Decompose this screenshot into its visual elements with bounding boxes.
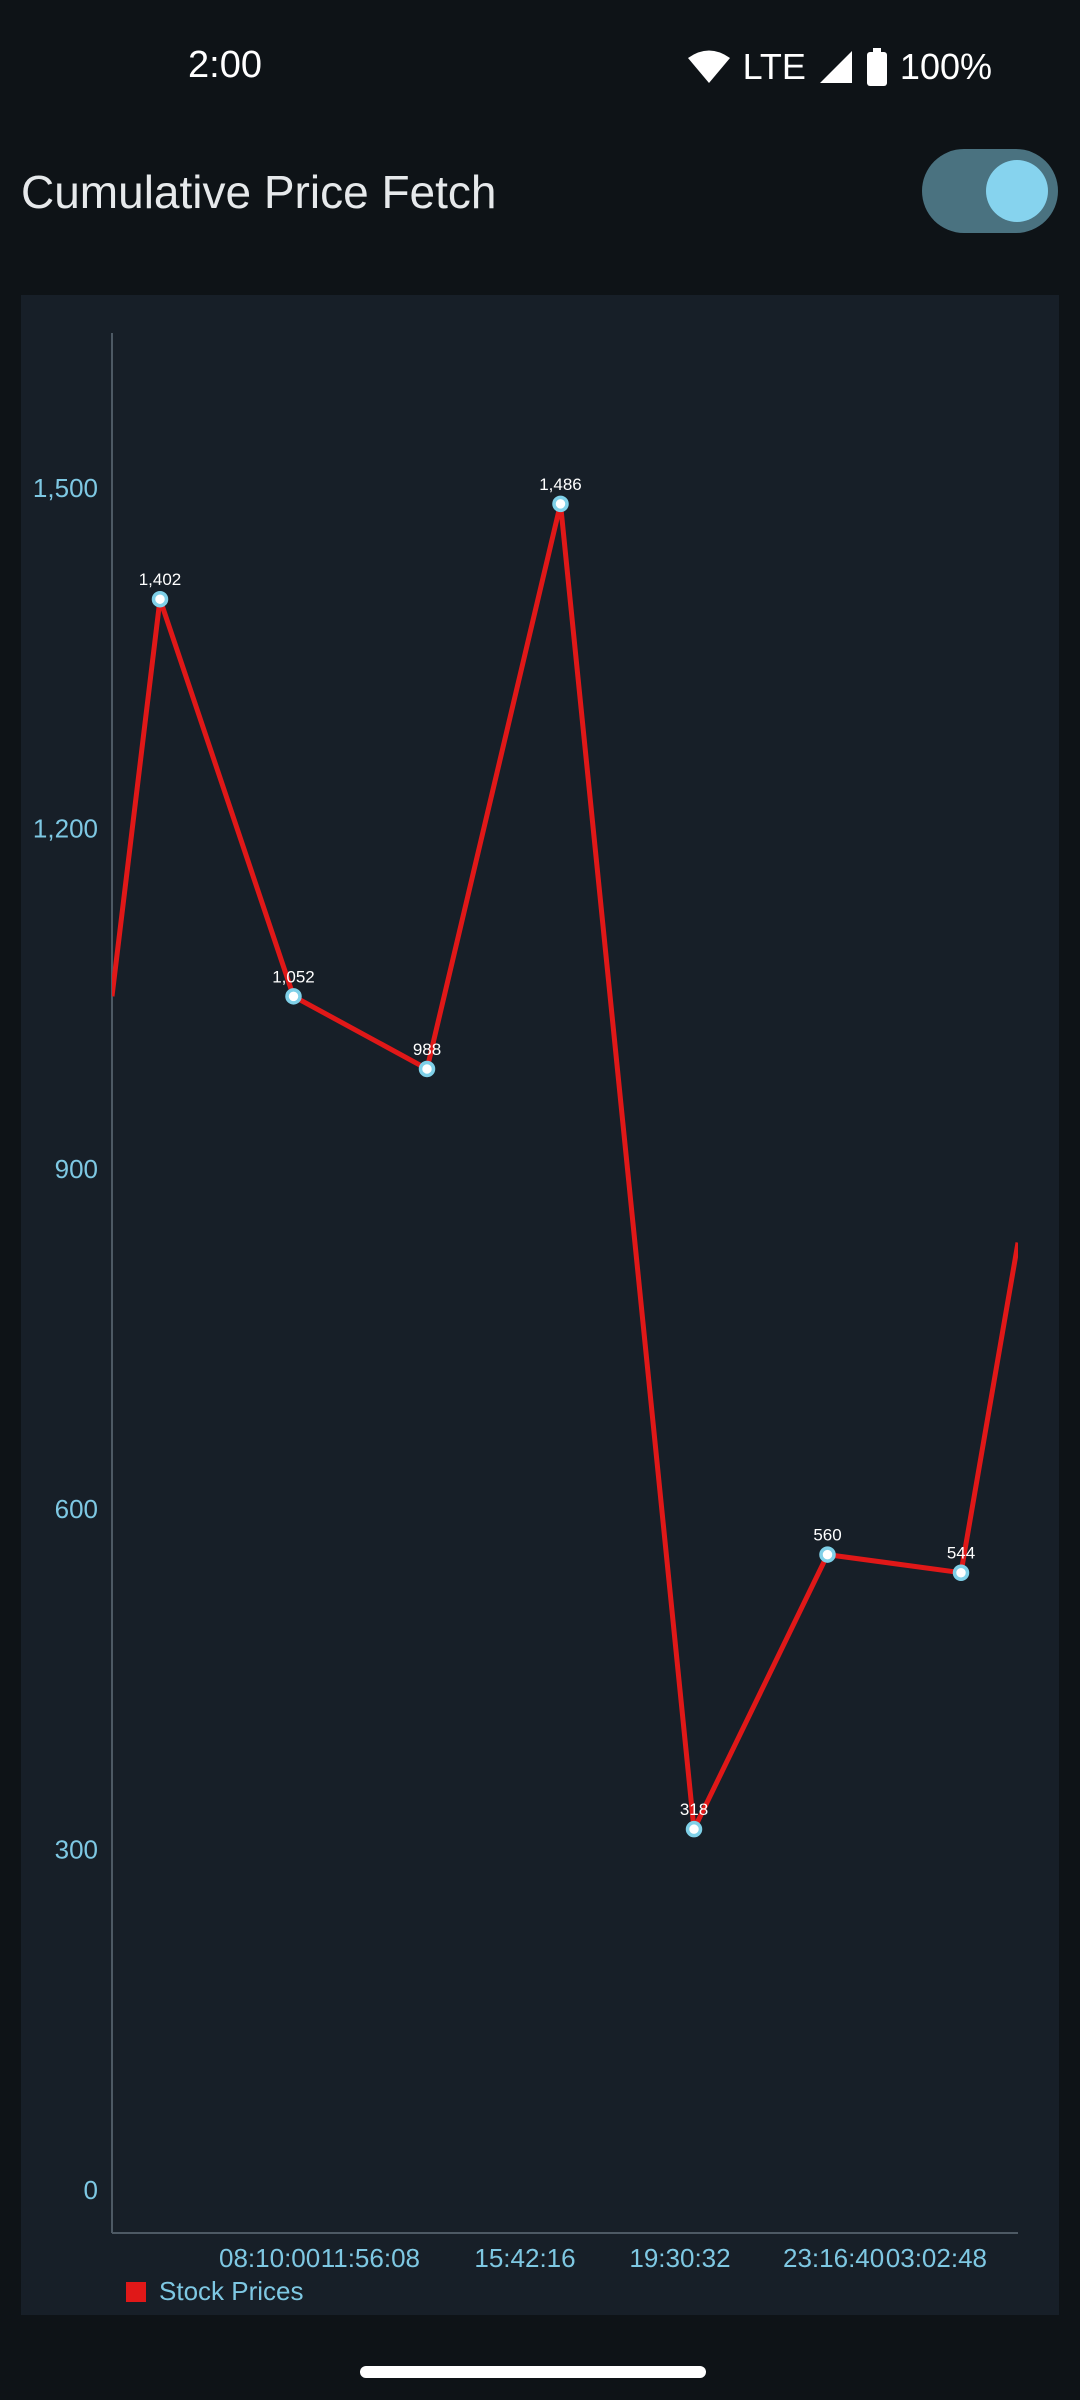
data-point[interactable] bbox=[952, 1564, 970, 1581]
y-tick-label: 300 bbox=[55, 1835, 98, 1865]
battery-percent: 100% bbox=[899, 46, 992, 87]
series-line-stock-prices bbox=[112, 501, 1018, 1832]
data-label: 560 bbox=[813, 1526, 841, 1545]
data-point[interactable] bbox=[151, 590, 169, 608]
data-point[interactable] bbox=[418, 1060, 436, 1078]
gesture-nav-bar[interactable] bbox=[360, 2366, 706, 2378]
status-time: 2:00 bbox=[188, 44, 262, 86]
data-label: 1,486 bbox=[539, 475, 582, 494]
x-tick-label: 15:42:16 bbox=[474, 2243, 575, 2273]
y-tick-label: 0 bbox=[84, 2175, 98, 2205]
data-label: 1,402 bbox=[139, 570, 182, 589]
status-bar: 2:00 LTE 100% bbox=[0, 0, 1080, 135]
y-tick-label: 1,200 bbox=[33, 813, 98, 843]
chart-card: 0 300 600 900 1,200 1,500 08:10:00 11:56:08 15:4… bbox=[21, 295, 1059, 2315]
x-tick-label: 19:30:32 bbox=[629, 2243, 730, 2273]
status-icons: LTE 100% bbox=[687, 44, 992, 90]
fetch-toggle[interactable] bbox=[922, 149, 1058, 233]
legend-label: Stock Prices bbox=[159, 2276, 304, 2306]
battery-icon bbox=[866, 48, 888, 86]
app-header: Cumulative Price Fetch bbox=[0, 135, 1080, 285]
data-label: 318 bbox=[680, 1800, 708, 1819]
price-line-chart: 0 300 600 900 1,200 1,500 08:10:00 11:56:08 15:4… bbox=[33, 333, 1018, 2306]
data-point[interactable] bbox=[819, 1546, 836, 1563]
y-tick-label: 600 bbox=[55, 1494, 98, 1524]
page-title: Cumulative Price Fetch bbox=[21, 166, 497, 218]
data-point[interactable] bbox=[685, 1820, 703, 1838]
toggle-thumb[interactable] bbox=[986, 160, 1048, 222]
signal-icon bbox=[818, 49, 854, 85]
x-tick-label: 03:02:48 bbox=[886, 2243, 987, 2273]
data-point[interactable] bbox=[285, 988, 302, 1005]
data-label: 544 bbox=[947, 1544, 975, 1563]
x-tick-label: 08:10:00 bbox=[219, 2243, 320, 2273]
wifi-icon bbox=[687, 49, 731, 85]
legend-swatch bbox=[126, 2282, 146, 2302]
y-tick-label: 1,500 bbox=[33, 473, 98, 503]
y-tick-label: 900 bbox=[55, 1154, 98, 1184]
data-point[interactable] bbox=[552, 495, 569, 513]
data-label: 988 bbox=[413, 1040, 441, 1059]
network-type: LTE bbox=[742, 46, 806, 87]
data-label: 1,052 bbox=[272, 967, 315, 986]
x-tick-label: 23:16:40 bbox=[783, 2243, 884, 2273]
x-tick-label: 11:56:08 bbox=[321, 2243, 420, 2273]
